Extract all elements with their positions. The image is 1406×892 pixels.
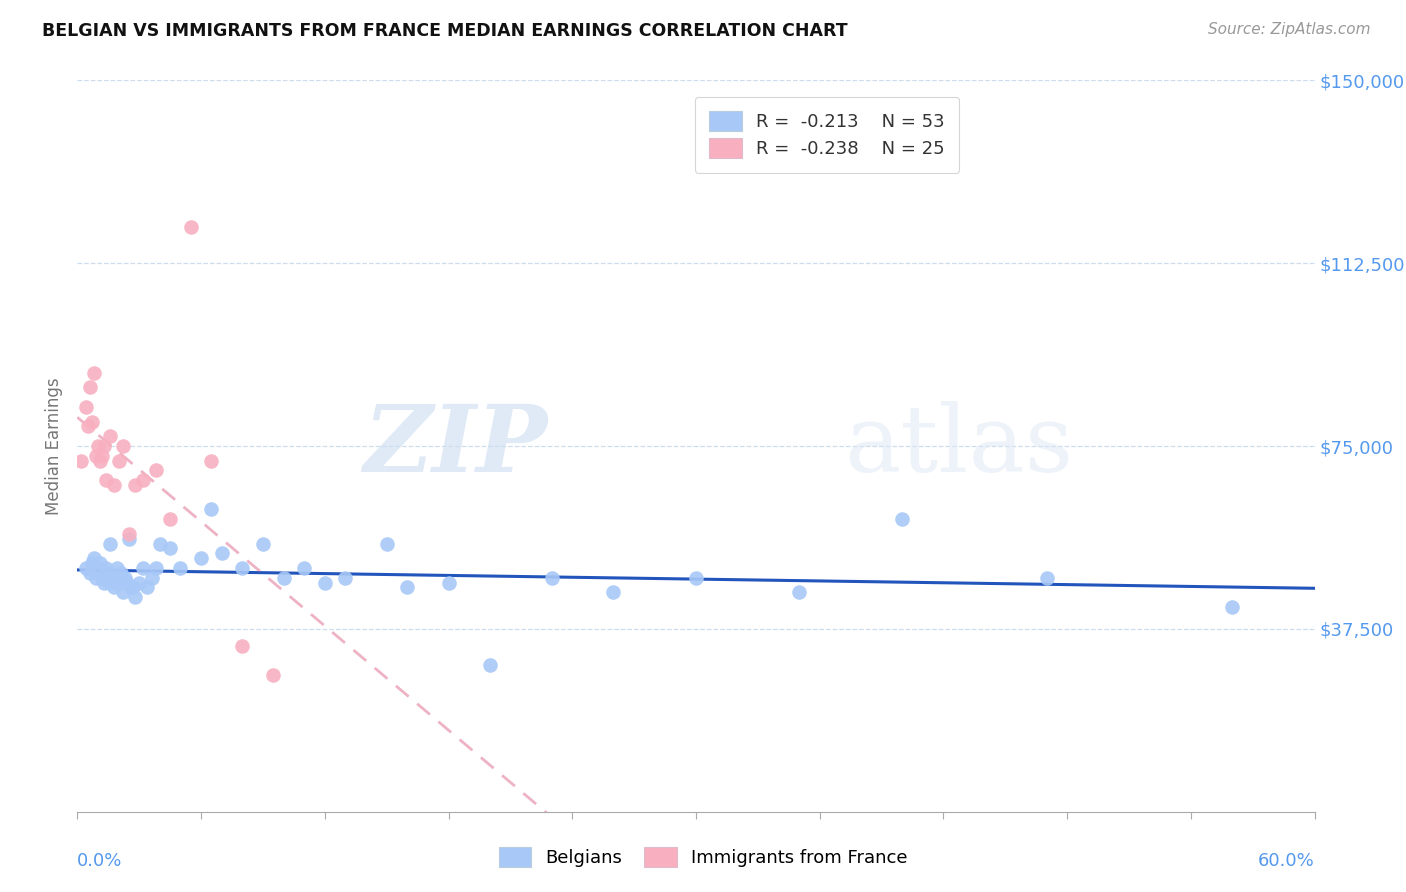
Point [211,546,233,560]
Point [118,532,141,546]
Text: Source: ZipAtlas.com: Source: ZipAtlas.com [1208,22,1371,37]
Point [96,561,118,575]
Point [685,571,707,585]
Point [292,561,315,575]
Point [437,575,460,590]
Point [80,415,103,429]
Point [145,561,167,575]
Point [141,571,163,585]
Point [891,512,914,526]
Point [83,366,105,380]
Point [128,575,150,590]
Point [787,585,810,599]
Point [169,561,191,575]
Point [110,566,132,580]
Legend: Belgians, Immigrants from France: Belgians, Immigrants from France [491,839,915,874]
Point [76,419,98,434]
Y-axis label: Median Earnings: Median Earnings [45,377,63,515]
Point [84,449,107,463]
Text: ZIP: ZIP [363,401,547,491]
Point [96,473,118,487]
Point [103,478,125,492]
Point [124,590,146,604]
Point [159,541,181,556]
Point [84,571,107,585]
Point [159,512,181,526]
Point [478,658,501,673]
Point [200,502,222,516]
Text: 0.0%: 0.0% [77,852,122,870]
Point [124,478,146,492]
Point [262,668,284,682]
Point [98,429,121,443]
Text: 60.0%: 60.0% [1258,852,1315,870]
Point [231,561,253,575]
Point [149,536,172,550]
Point [200,453,222,467]
Point [89,453,111,467]
Text: atlas: atlas [845,401,1074,491]
Point [87,439,110,453]
Point [118,526,141,541]
Point [145,463,167,477]
Point [231,639,253,653]
Point [107,575,129,590]
Point [101,571,124,585]
Point [314,575,336,590]
Point [136,581,159,595]
Point [93,439,115,453]
Point [93,575,115,590]
Point [120,581,142,595]
Point [107,453,129,467]
Point [98,575,121,590]
Point [98,536,121,550]
Point [602,585,624,599]
Point [115,575,138,590]
Point [70,453,93,467]
Point [273,571,295,585]
Point [1220,599,1243,614]
Point [97,566,120,580]
Point [80,556,103,570]
Point [540,571,562,585]
Point [79,566,101,580]
Point [83,551,105,566]
Point [111,585,134,599]
Point [114,571,136,585]
Point [180,219,202,234]
Point [132,473,155,487]
Legend: R =  -0.213    N = 53, R =  -0.238    N = 25: R = -0.213 N = 53, R = -0.238 N = 25 [695,96,959,172]
Point [105,561,128,575]
Point [75,561,97,575]
Point [375,536,398,550]
Text: BELGIAN VS IMMIGRANTS FROM FRANCE MEDIAN EARNINGS CORRELATION CHART: BELGIAN VS IMMIGRANTS FROM FRANCE MEDIAN… [42,22,848,40]
Point [190,551,212,566]
Point [111,439,134,453]
Point [91,449,114,463]
Point [1035,571,1057,585]
Point [79,380,101,394]
Point [335,571,357,585]
Point [122,581,145,595]
Point [103,581,125,595]
Point [252,536,274,550]
Point [91,571,114,585]
Point [87,561,110,575]
Point [132,561,155,575]
Point [89,556,111,570]
Point [396,581,419,595]
Point [75,400,97,414]
